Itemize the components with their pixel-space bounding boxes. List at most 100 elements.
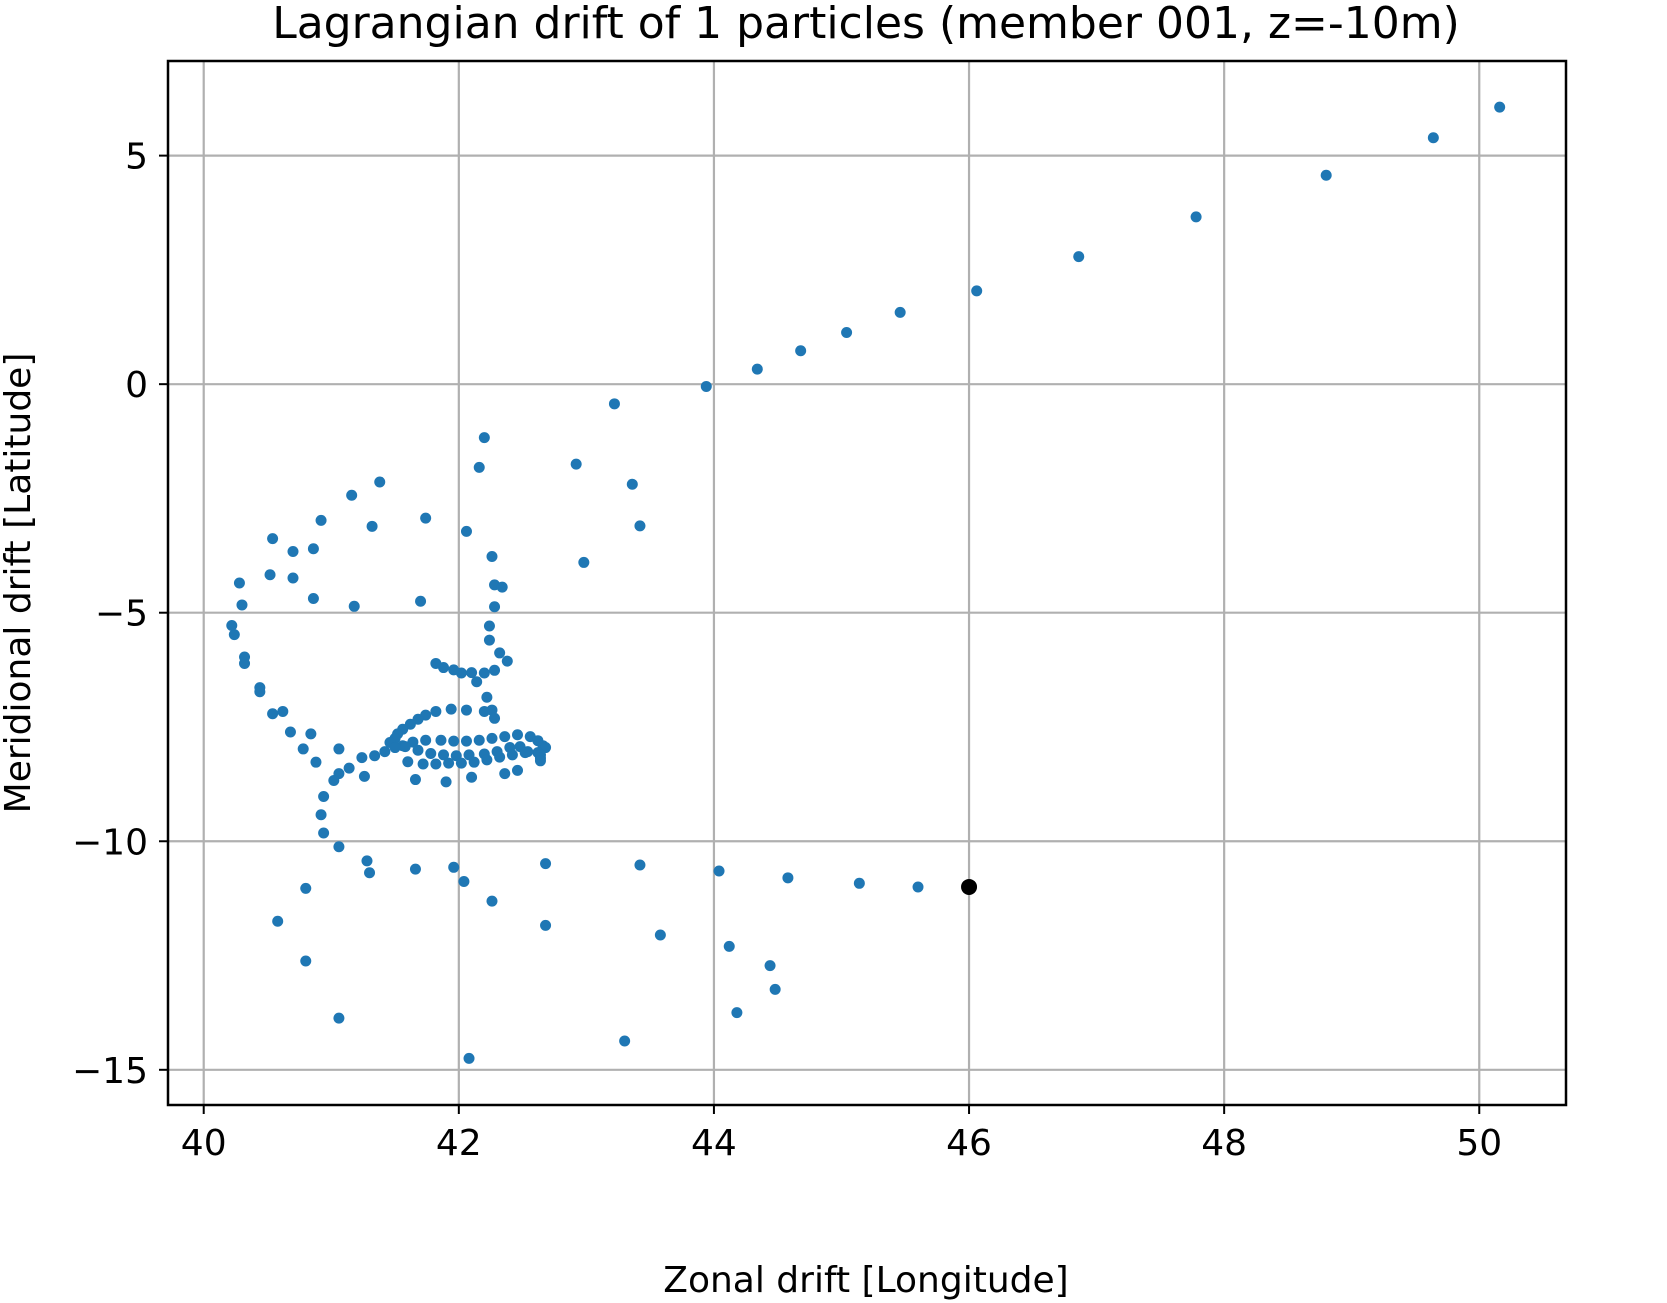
drift-point [455, 757, 467, 769]
drift-point [374, 476, 386, 488]
drift-point [307, 593, 319, 605]
x-tick-label: 48 [1201, 1123, 1247, 1164]
drift-point [315, 514, 327, 526]
drift-point [731, 1007, 743, 1019]
drift-point [228, 629, 240, 641]
drift-point [356, 752, 368, 764]
drift-point [460, 735, 472, 747]
plot-frame [166, 59, 1568, 1107]
points-layer [226, 101, 1506, 1064]
chart-title: Lagrangian drift of 1 particles (member … [272, 0, 1460, 49]
drift-point [307, 543, 319, 555]
drift-point [723, 940, 735, 952]
y-tick-label: 0 [125, 365, 148, 406]
drift-point [226, 620, 238, 632]
drift-point [483, 620, 495, 632]
drift-point [328, 774, 340, 786]
drift-point [894, 306, 906, 318]
drift-point [1427, 132, 1439, 144]
drift-point [440, 776, 452, 788]
drift-point [1190, 211, 1202, 223]
drift-point [233, 577, 245, 589]
drift-point [499, 768, 511, 780]
drift-point [300, 955, 312, 967]
drift-point [634, 520, 646, 532]
drift-point [466, 771, 478, 783]
drift-point [853, 877, 865, 889]
drift-point [478, 432, 490, 444]
drift-point [713, 865, 725, 877]
drift-point [445, 703, 457, 715]
drift-point [310, 756, 322, 768]
drift-point [489, 601, 501, 613]
drift-point [409, 774, 421, 786]
drift-point [782, 872, 794, 884]
drift-point [1073, 251, 1085, 263]
drift-point [499, 731, 511, 743]
x-tick-label: 50 [1456, 1123, 1502, 1164]
drift-point [425, 747, 437, 759]
drift-point [389, 742, 401, 754]
drift-point [486, 732, 498, 744]
drift-point [700, 380, 712, 392]
drift-point [272, 915, 284, 927]
drift-point [348, 600, 360, 612]
drift-point [333, 1012, 345, 1024]
drift-point [412, 744, 424, 756]
drift-point [333, 743, 345, 755]
drift-point [402, 756, 414, 768]
drift-point [343, 762, 355, 774]
drift-point [478, 667, 490, 679]
drift-point [473, 734, 485, 746]
drift-point [430, 705, 442, 717]
drift-point [318, 790, 330, 802]
y-tick-label: −15 [72, 1051, 148, 1092]
drift-point [634, 859, 646, 871]
drift-point [540, 858, 552, 870]
drift-point [297, 743, 309, 755]
drift-point [626, 478, 638, 490]
drift-point [478, 705, 490, 717]
x-axis-label: Zonal drift [Longitude] [663, 1260, 1068, 1301]
drift-point [361, 855, 373, 867]
drift-point [481, 754, 493, 766]
drift-point [466, 667, 478, 679]
drift-point [448, 664, 460, 676]
drift-point [912, 881, 924, 893]
drift-point [578, 556, 590, 568]
drift-point [430, 657, 442, 669]
drift-point [443, 757, 455, 769]
drift-point [366, 520, 378, 532]
drift-point [483, 634, 495, 646]
drift-point [379, 746, 391, 758]
drift-point [496, 581, 508, 593]
drift-point [489, 712, 501, 724]
drift-point [318, 827, 330, 839]
drift-point [364, 867, 376, 879]
drift-point [333, 841, 345, 853]
drift-point [494, 647, 506, 659]
drift-point [486, 550, 498, 562]
drift-point [435, 734, 447, 746]
drift-point [305, 728, 317, 740]
drift-point [448, 861, 460, 873]
drift-point [471, 676, 483, 688]
grid-layer [168, 61, 1566, 1105]
drift-point [358, 770, 370, 782]
y-tick-label: −10 [72, 822, 148, 863]
drift-point [430, 758, 442, 770]
drift-point [481, 691, 493, 703]
drift-point [267, 533, 279, 545]
drift-point [769, 983, 781, 995]
drift-point [654, 929, 666, 941]
drift-point [489, 664, 501, 676]
y-tick-label: 5 [125, 137, 148, 178]
drift-point [420, 512, 432, 524]
drift-point [277, 705, 289, 717]
drift-point [534, 755, 546, 767]
drift-point [1494, 101, 1506, 113]
drift-point [399, 741, 411, 753]
drift-point [420, 734, 432, 746]
drift-point [841, 327, 853, 339]
